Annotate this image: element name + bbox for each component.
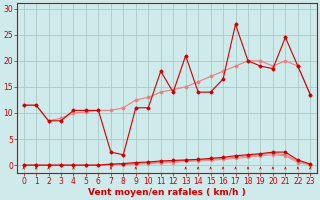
X-axis label: Vent moyen/en rafales ( km/h ): Vent moyen/en rafales ( km/h ) bbox=[88, 188, 246, 197]
